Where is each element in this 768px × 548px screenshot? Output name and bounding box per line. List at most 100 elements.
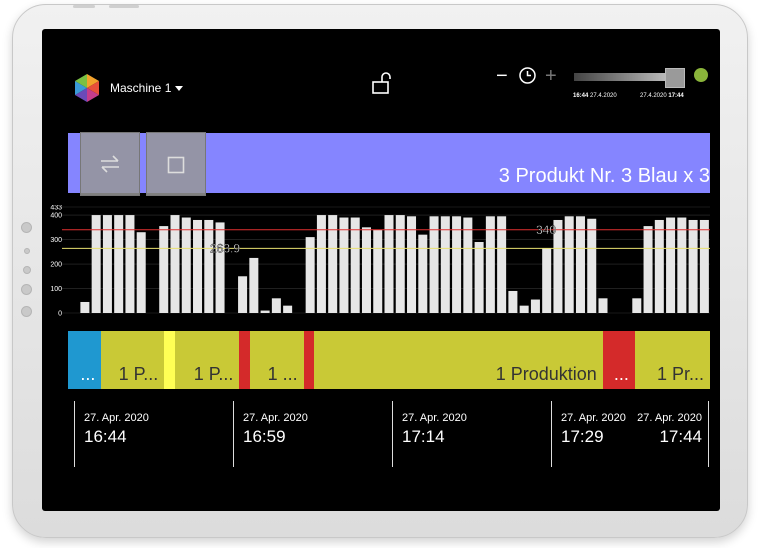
chevron-down-icon: [175, 86, 184, 92]
chart-bar: [328, 215, 338, 313]
chart-bar: [598, 298, 608, 313]
y-tick-label: 400: [50, 213, 62, 220]
chart-bar: [114, 215, 124, 313]
chart-bar: [699, 219, 709, 313]
tablet-side-button: [23, 266, 31, 274]
timeline-segment[interactable]: [239, 331, 250, 389]
chart-bar: [553, 219, 563, 313]
chart-bar: [429, 216, 439, 313]
stop-button[interactable]: [146, 132, 206, 196]
chart-bar: [666, 217, 676, 313]
chart-bar: [688, 219, 698, 313]
timeline-segment[interactable]: 1 Pr...: [634, 331, 710, 389]
timeline-segment[interactable]: 1 P...: [175, 331, 240, 389]
app-screen: Maschine 1 − + 16:44 27.4.2020 27.4.2020…: [42, 29, 720, 511]
time-axis-tick: [392, 401, 393, 467]
chart-bar: [463, 217, 473, 313]
timeline-segment-label: ...: [80, 364, 96, 384]
timeline-segment[interactable]: 1 ...: [249, 331, 304, 389]
timeline-segment[interactable]: ...: [602, 331, 635, 389]
switch-button[interactable]: [80, 132, 140, 196]
range-end-date: 27.4.2020: [640, 93, 667, 99]
chart-bar: [575, 216, 585, 313]
time-axis-date: 27. Apr. 2020: [243, 412, 308, 424]
zoom-out-button[interactable]: −: [496, 65, 508, 87]
timeline-segment[interactable]: [164, 331, 176, 389]
chart-bar: [350, 217, 360, 313]
chart-bar: [170, 215, 180, 313]
chart-bar: [407, 216, 417, 313]
chart-bar: [271, 298, 281, 313]
swap-arrows-icon: [101, 155, 119, 173]
time-axis-date: 27. Apr. 2020: [84, 412, 149, 424]
timeline-segment-label: 1 P...: [193, 364, 234, 384]
time-axis-tick: [551, 401, 552, 467]
chart-bar: [474, 242, 484, 313]
timeline-segment[interactable]: 1 Produktion: [313, 331, 603, 389]
machine-label: Maschine 1: [110, 81, 172, 95]
stop-square-icon: [167, 156, 185, 174]
chart-bar: [305, 237, 315, 313]
app-logo-icon: [75, 74, 99, 102]
timeline-segment[interactable]: 1 P...: [101, 331, 165, 389]
chart-bar: [440, 216, 450, 313]
tablet-side-button: [21, 222, 32, 233]
y-tick-label: 433: [50, 205, 62, 212]
time-axis-tick: [233, 401, 234, 467]
chart-bar: [204, 219, 214, 313]
chart-bar: [125, 215, 135, 313]
range-end-label: 27.4.2020 17:44: [640, 93, 684, 99]
timeline-segment-label: 1 P...: [118, 364, 159, 384]
reference-line-label: 340: [536, 223, 556, 237]
y-tick-label: 200: [50, 262, 62, 269]
chart-bar: [632, 298, 642, 313]
tablet-side-button: [24, 248, 30, 254]
range-start-date: 27.4.2020: [590, 93, 617, 99]
tablet-top-button: [109, 5, 139, 8]
tablet-top-button: [73, 5, 95, 8]
y-tick-label: 0: [58, 311, 62, 318]
chart-bar: [587, 218, 597, 313]
y-tick-label: 300: [50, 237, 62, 244]
time-axis-time: 17:44: [659, 427, 702, 446]
chart-bar: [260, 310, 270, 313]
y-tick-label: 100: [50, 286, 62, 293]
chart-bar: [519, 305, 529, 313]
chart-bar: [452, 216, 462, 313]
time-range-slider-thumb[interactable]: [665, 68, 685, 88]
chart-bar: [418, 234, 428, 313]
lock-open-icon[interactable]: [372, 71, 394, 95]
chart-bar: [193, 219, 203, 313]
chart-bar: [215, 222, 225, 313]
chart-bar: [339, 217, 349, 313]
time-axis-time: 16:59: [243, 427, 286, 446]
time-axis-time: 16:44: [84, 427, 127, 446]
time-axis-date: 27. Apr. 2020: [561, 412, 626, 424]
timeline-segment-label: ...: [613, 364, 629, 384]
chart-bar: [361, 227, 371, 313]
machine-selector[interactable]: Maschine 1: [110, 81, 184, 95]
timeline-segment[interactable]: [303, 331, 314, 389]
chart-bar: [384, 215, 394, 313]
chart-bar: [181, 217, 191, 313]
chart-bar: [373, 229, 383, 313]
status-timeline: ... 1 P... 1 P... 1 ... 1 Produktion... 1 Pr.…: [68, 331, 710, 389]
chart-bar: [485, 216, 495, 313]
time-axis-date: 27. Apr. 2020: [637, 412, 702, 424]
chart-bar: [316, 215, 326, 313]
clock-icon[interactable]: [519, 67, 536, 84]
timeline-segment[interactable]: ...: [68, 331, 102, 389]
tablet-side-button: [21, 306, 32, 317]
reference-line-label: 263.9: [210, 241, 240, 255]
time-axis-date: 27. Apr. 2020: [402, 412, 467, 424]
chart-bar: [395, 215, 405, 313]
time-range-slider[interactable]: [574, 73, 682, 81]
chart-bar: [654, 219, 664, 313]
chart-bar: [508, 290, 518, 313]
chart-bar: [643, 226, 653, 313]
zoom-in-button[interactable]: +: [545, 65, 557, 87]
range-start-label: 16:44 27.4.2020: [573, 93, 617, 99]
current-product-label: 3 Produkt Nr. 3 Blau x 3: [498, 165, 710, 187]
chart-bar: [530, 299, 540, 313]
